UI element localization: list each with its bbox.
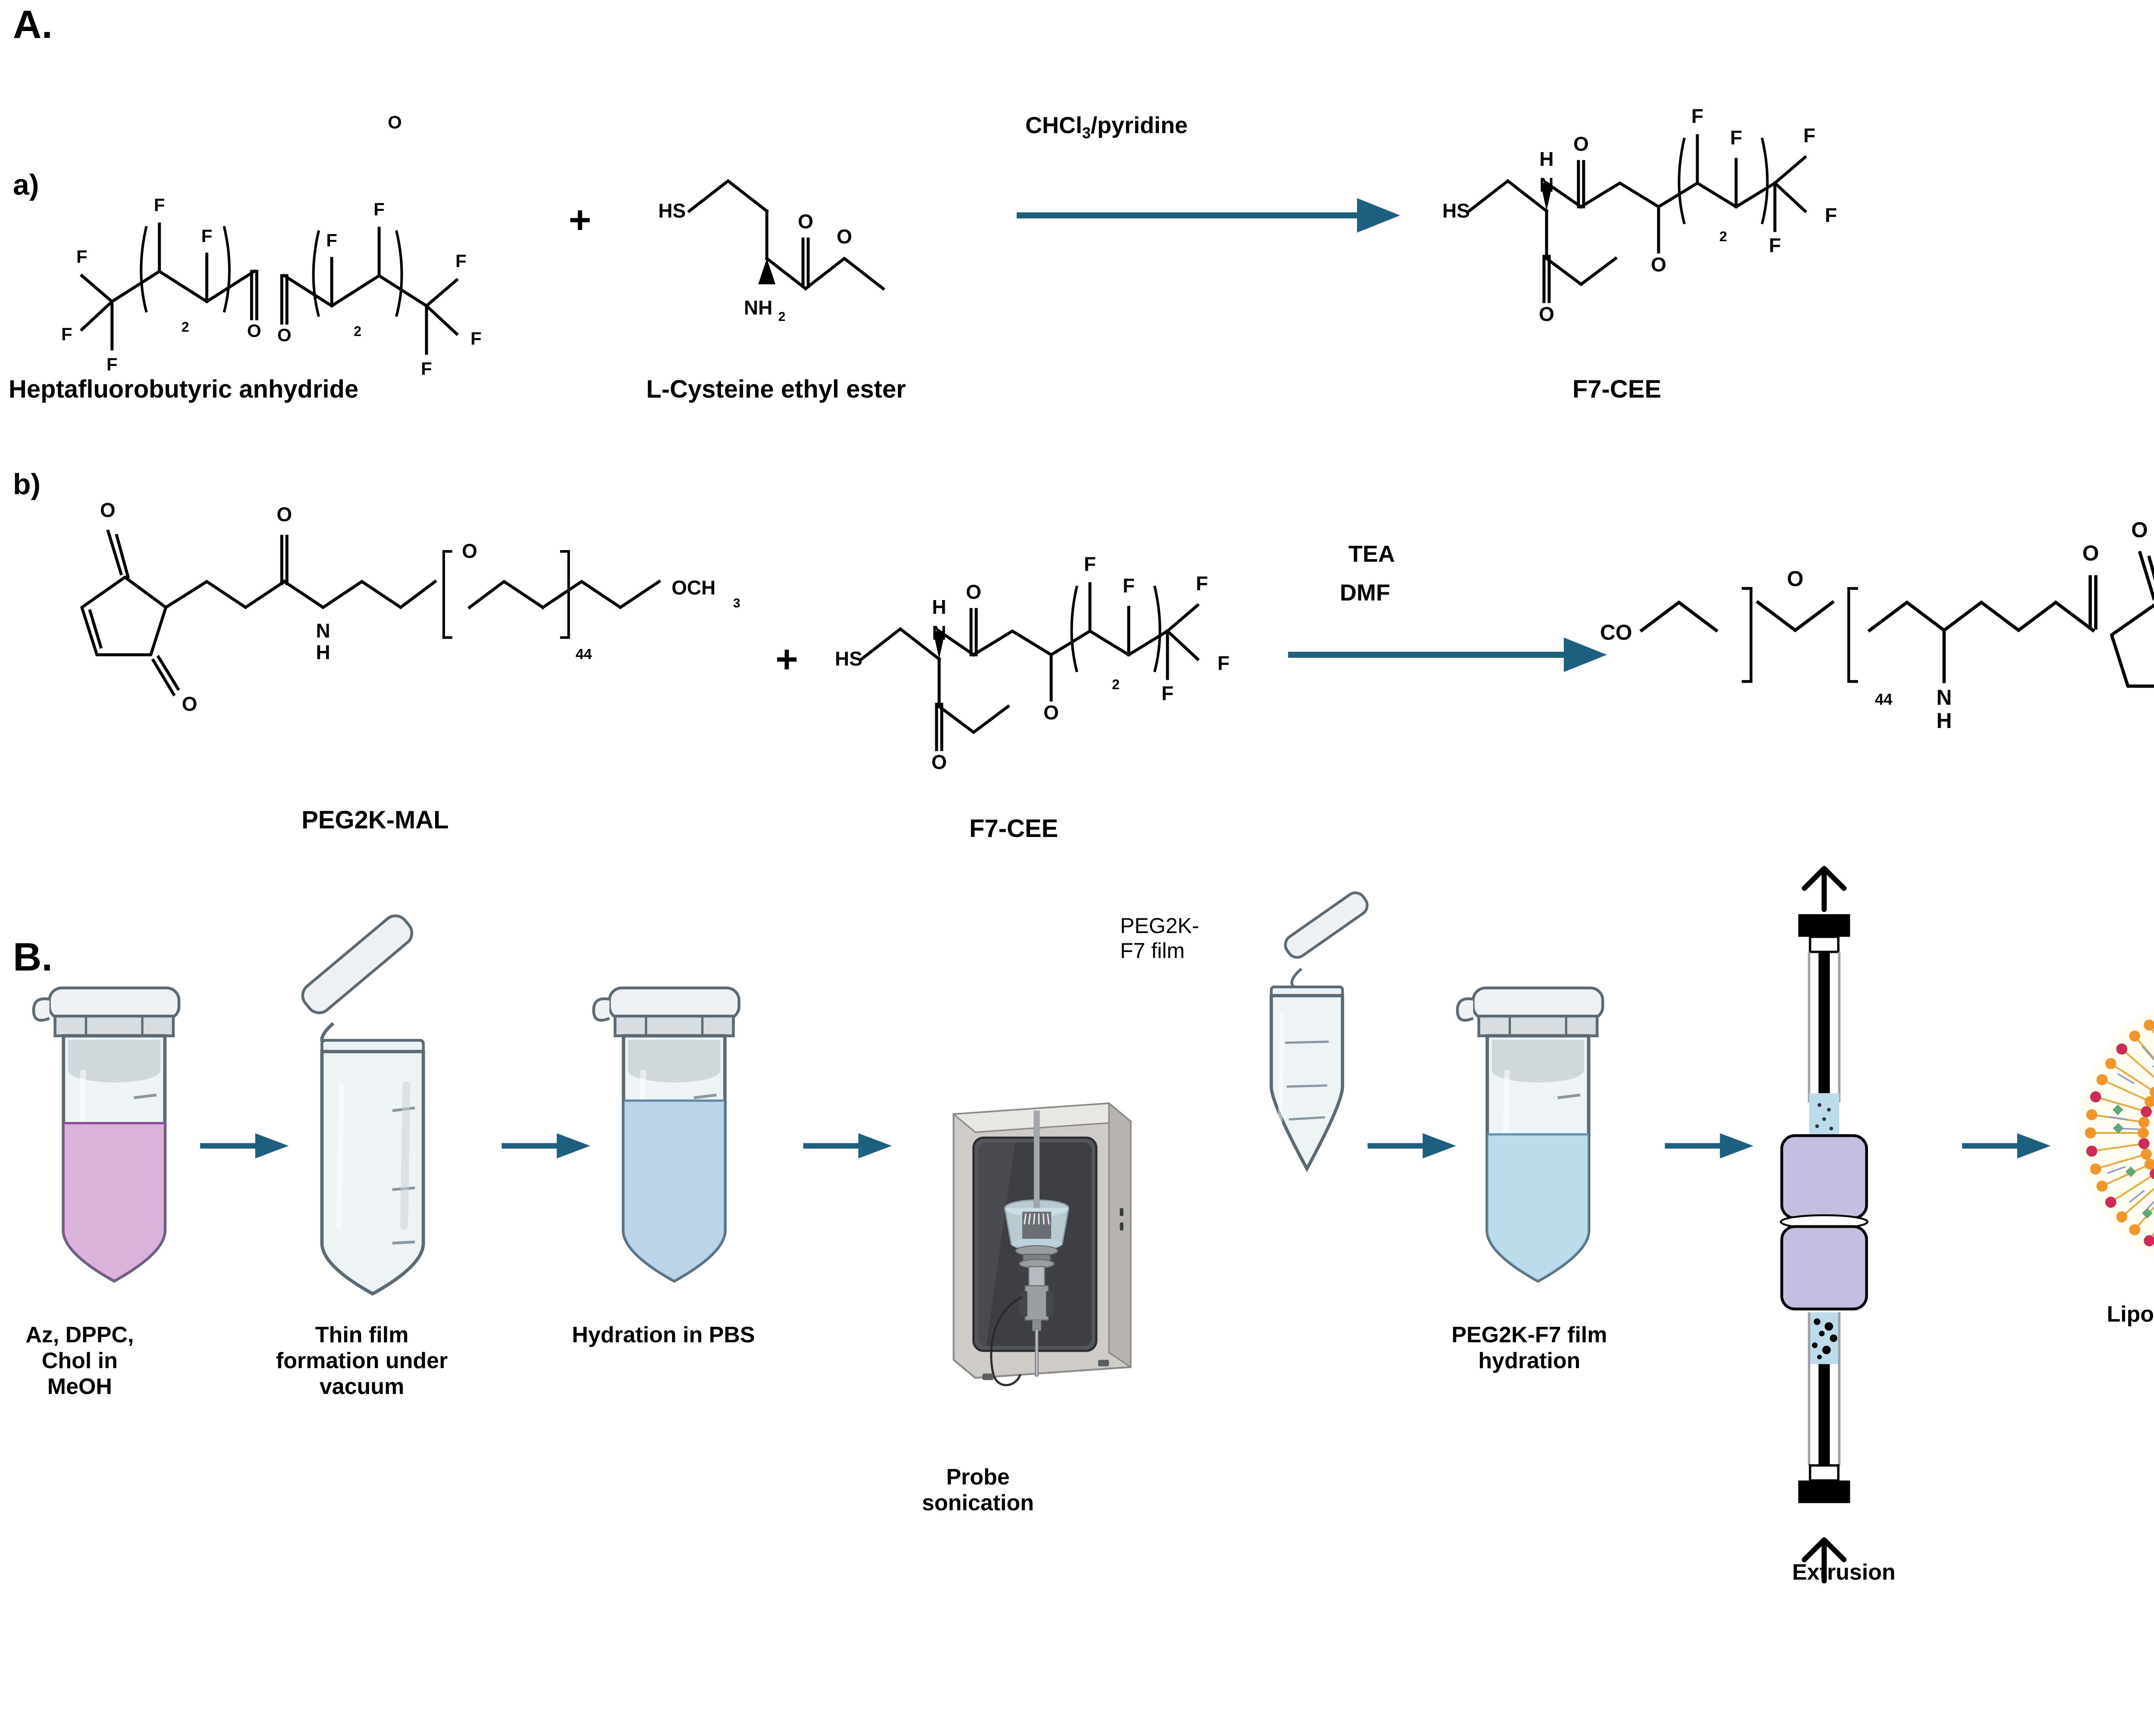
svg-text:H: H — [932, 596, 946, 618]
svg-text:O: O — [931, 751, 947, 773]
svg-text:O: O — [1539, 303, 1554, 325]
svg-text:F: F — [326, 230, 337, 250]
svg-text:3: 3 — [733, 596, 741, 610]
svg-text:HS: HS — [1442, 199, 1470, 222]
svg-text:O: O — [1043, 701, 1059, 724]
svg-text:HS: HS — [835, 647, 862, 670]
svg-text:H: H — [316, 641, 330, 663]
svg-text:CO: CO — [1600, 620, 1632, 644]
svg-text:44: 44 — [1875, 691, 1893, 708]
svg-text:O: O — [1787, 567, 1804, 591]
svg-text:HS: HS — [658, 199, 686, 222]
svg-text:H: H — [1539, 148, 1553, 170]
svg-text:F: F — [1217, 652, 1230, 674]
svg-text:44: 44 — [576, 646, 592, 663]
svg-text:F: F — [1084, 553, 1096, 575]
svg-text:2: 2 — [1112, 677, 1120, 692]
svg-text:O: O — [966, 581, 981, 603]
svg-text:F: F — [1196, 572, 1208, 594]
svg-text:F: F — [1825, 204, 1837, 226]
svg-text:2: 2 — [354, 324, 361, 339]
svg-text:OCH: OCH — [672, 576, 716, 599]
svg-text:F: F — [1691, 105, 1703, 127]
svg-text:O: O — [1651, 253, 1666, 276]
svg-text:N: N — [316, 619, 330, 642]
svg-text:F: F — [1803, 124, 1815, 146]
svg-text:N: N — [932, 622, 946, 644]
svg-text:O: O — [277, 325, 292, 345]
svg-text:O: O — [837, 225, 852, 248]
svg-text:O: O — [182, 693, 197, 715]
svg-text:F: F — [421, 358, 432, 379]
svg-text:F: F — [470, 328, 482, 348]
svg-text:O: O — [2082, 541, 2099, 565]
svg-text:F: F — [1123, 574, 1135, 597]
svg-text:O: O — [462, 540, 477, 562]
svg-text:O: O — [1573, 133, 1589, 155]
svg-text:H: H — [1936, 709, 1952, 733]
svg-text:N: N — [1539, 174, 1553, 196]
svg-text:2: 2 — [778, 310, 786, 324]
svg-text:O: O — [100, 499, 115, 521]
svg-text:F: F — [1161, 682, 1173, 704]
svg-text:O: O — [277, 503, 292, 526]
svg-text:F: F — [1769, 234, 1781, 256]
svg-text:O: O — [2131, 518, 2148, 542]
svg-text:N: N — [1936, 685, 1952, 709]
svg-text:F: F — [374, 199, 385, 219]
svg-text:NH: NH — [744, 296, 772, 319]
svg-text:F: F — [455, 251, 467, 271]
svg-text:O: O — [798, 210, 813, 233]
svg-text:F: F — [1730, 126, 1742, 149]
svg-text:2: 2 — [1719, 229, 1727, 244]
